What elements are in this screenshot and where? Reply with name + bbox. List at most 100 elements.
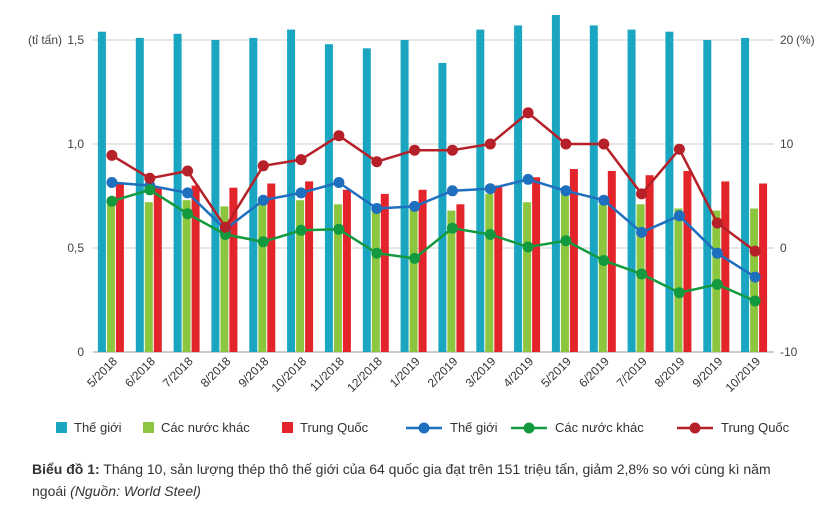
point-others [522,241,534,253]
point-china [219,221,231,233]
x-tick-label: 12/2018 [344,354,385,395]
point-world [409,200,421,212]
bar-china [721,181,730,352]
bar-china [229,187,238,352]
point-china [257,160,269,172]
legend-swatch-others [143,422,154,433]
bar-china [494,185,503,352]
left-tick-label: 0 [77,345,84,359]
legend-line-label-others: Các nước khác [555,420,644,435]
bar-others [447,210,456,352]
bar-world [211,40,220,352]
bar-world [173,33,182,353]
point-china [295,154,307,166]
point-others [409,252,421,264]
x-tick-label: 7/2019 [614,354,650,390]
x-tick-label: 9/2018 [236,354,272,390]
bar-china [569,169,578,352]
bar-others [106,200,115,352]
left-tick-label: 1,5 [67,33,84,47]
point-others [560,235,572,247]
bar-china [380,193,389,352]
bar-others [371,206,380,352]
bar-world [665,31,674,352]
gridlines [93,39,774,353]
line-world [111,178,756,279]
bar-others [144,202,153,352]
x-tick-label: 10/2019 [723,354,764,395]
x-tick-label: 4/2019 [500,354,536,390]
x-tick-label: 3/2019 [463,354,499,390]
point-others [182,208,194,220]
legend-swatch-china [282,422,293,433]
x-tick-label: 6/2019 [576,354,612,390]
bar-world [551,15,560,352]
point-others [484,229,496,240]
point-china [560,138,572,150]
point-china [144,172,156,184]
bar-china [759,183,768,352]
x-tick-label: 9/2019 [690,354,726,390]
bar-others [258,204,267,352]
legend-line-label-world: Thế giới [450,420,498,435]
bar-china [418,189,427,352]
point-china [749,245,761,257]
x-tick-label: 5/2019 [538,354,574,390]
legend-marker-others [523,422,535,434]
line-others [111,188,756,303]
bar-world [249,37,258,353]
legend-label-world: Thế giới [74,420,122,435]
chart-caption: Biểu đồ 1: Tháng 10, sản lượng thép thô … [32,458,802,502]
point-china [673,143,685,155]
legend-swatch-world [56,422,67,433]
x-tick-label: 7/2018 [160,354,196,390]
point-others [673,287,685,299]
legend-label-china: Trung Quốc [300,420,369,435]
legend-marker-china [689,422,701,434]
bar-china [191,185,200,352]
bar-others [523,202,532,352]
bar-others [333,204,342,352]
bar-china [456,204,465,352]
lines-group [106,107,761,307]
bar-others [674,208,683,352]
left-tick-label: 1,0 [67,137,84,151]
point-china [106,149,118,161]
bar-world [514,25,523,353]
point-china [446,144,458,156]
bar-others [182,200,191,352]
right-tick-label: 10 [780,137,794,151]
bar-others [560,191,569,352]
x-tick-label: 8/2018 [198,354,234,390]
point-world [446,185,458,197]
bar-world [476,29,485,352]
x-tick-label: 11/2018 [307,354,347,394]
caption-text: Tháng 10, sản lượng thép thô thế giới củ… [32,461,771,499]
point-world [333,177,345,188]
bar-world [438,62,447,353]
legend-marker-world [418,422,430,434]
bar-world [97,31,106,352]
point-others [446,222,458,234]
bar-others [409,204,418,352]
point-world [295,187,307,199]
caption-source: (Nguồn: World Steel) [70,483,201,499]
x-tick-label: 1/2019 [387,354,423,390]
point-others [295,224,307,236]
x-tick-labels: 5/2018 6/2018 7/2018 8/2018 9/201810/201811/… [84,354,763,395]
x-tick-label: 5/2018 [84,354,120,390]
bar-others [598,204,607,352]
point-china [333,130,345,142]
point-world [598,194,610,206]
bar-china [683,171,692,352]
point-others [333,223,345,235]
right-tick-label: -10 [780,345,798,359]
point-world [371,203,383,214]
point-others [636,268,648,280]
point-world [182,187,194,199]
point-china [484,138,496,150]
point-china [182,165,194,177]
legend-line-label-china: Trung Quốc [721,420,790,435]
point-others [144,184,156,196]
bar-others [485,193,494,352]
